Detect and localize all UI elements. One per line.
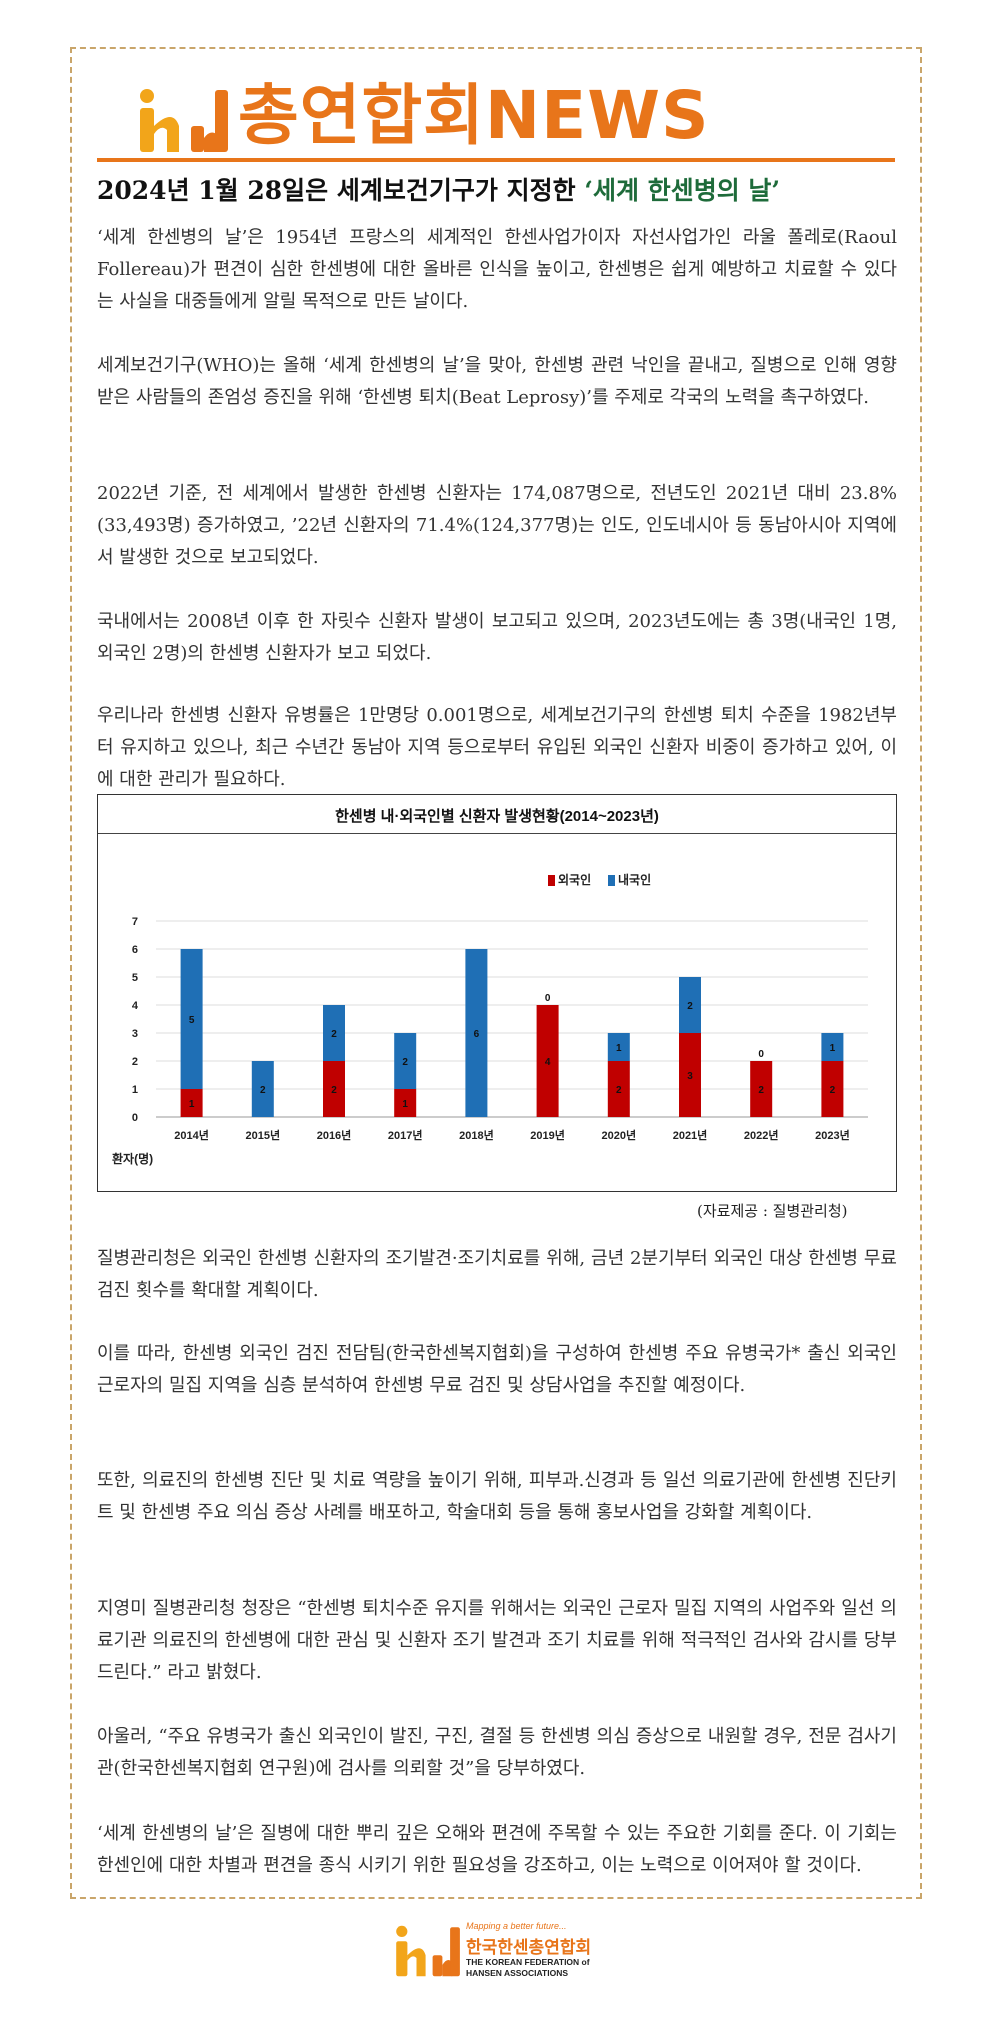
data-label: 0	[758, 1049, 764, 1060]
y-tick-label: 1	[132, 1084, 138, 1096]
y-axis-label: 환자(명)	[112, 1151, 153, 1166]
y-tick-label: 0	[132, 1112, 138, 1124]
paragraph-7: 이를 따라, 한센병 외국인 검진 전담팀(한국한센복지협회)을 구성하여 한센…	[97, 1343, 897, 1396]
bar-segment	[394, 1033, 417, 1089]
x-tick-label: 2015년	[246, 1128, 281, 1142]
paragraph-6: 질병관리청은 외국인 한센병 신환자의 조기발견·조기치료를 위해, 금년 2분…	[97, 1248, 897, 1301]
chart-title: 한센병 내·외국인별 신환자 발생현황(2014~2023년)	[335, 808, 659, 825]
data-label: 2	[687, 1001, 693, 1012]
y-tick-label: 2	[132, 1056, 138, 1068]
source-note: (자료제공 : 질병관리청)	[697, 1202, 848, 1220]
paragraph-2: 세계보건기구(WHO)는 올해 ‘세계 한센병의 날’을 맞아, 한센병 관련 …	[97, 355, 897, 408]
x-tick-label: 2016년	[317, 1128, 352, 1142]
hd-logo-icon	[396, 1925, 460, 1977]
bar-segment	[180, 949, 203, 1089]
x-tick-label: 2022년	[744, 1128, 779, 1142]
data-label: 1	[189, 1099, 195, 1110]
paragraph-8: 또한, 의료진의 한센병 진단 및 치료 역량을 높이기 위해, 피부과.신경과…	[97, 1470, 897, 1523]
bar-segment	[465, 949, 488, 1117]
legend-label: 내국인	[618, 872, 651, 887]
paragraph-3: 2022년 기준, 전 세계에서 발생한 한센병 신환자는 174,087명으로…	[97, 483, 897, 568]
x-tick-label: 2019년	[530, 1128, 565, 1142]
footer-org-english-1: THE KOREAN FEDERATION of	[466, 1957, 590, 1967]
chart-container: 한센병 내·외국인별 신환자 발생현황(2014~2023년) 0 1 2 3 4 5 6 7…	[97, 794, 897, 1192]
masthead-title: 총연합회NEWS	[238, 77, 710, 154]
chart-title-rule	[98, 833, 896, 834]
bar-segment	[607, 1061, 630, 1117]
paragraph-9: 지영미 질병관리청 청장은 “한센병 퇴치수준 유지를 위해서는 외국인 근로자…	[97, 1598, 897, 1683]
y-tick-label: 4	[132, 1000, 139, 1012]
data-label: 5	[189, 1015, 195, 1026]
x-tick-label: 2018년	[459, 1128, 494, 1142]
y-tick-label: 7	[132, 916, 138, 928]
x-tick-label: 2023년	[815, 1128, 850, 1142]
data-label: 2	[260, 1085, 266, 1096]
paragraph-11: ‘세계 한센병의 날’은 질병에 대한 뿌리 깊은 오해와 편견에 주목할 수 …	[97, 1823, 897, 1876]
x-tick-label: 2020년	[602, 1128, 637, 1142]
data-label: 2	[331, 1029, 337, 1040]
headline: 2024년 1월 28일은 세계보건기구가 지정한 ‘세계 한센병의 날’	[97, 172, 897, 210]
data-label: 6	[474, 1029, 480, 1040]
data-label: 2	[402, 1057, 408, 1068]
data-label: 0	[545, 993, 551, 1004]
data-label: 3	[687, 1071, 693, 1082]
data-label: 4	[545, 1057, 551, 1068]
data-label: 2	[758, 1085, 764, 1096]
bar-segment	[323, 1061, 345, 1117]
x-tick-label: 2021년	[673, 1128, 708, 1142]
y-tick-label: 5	[132, 972, 138, 984]
headline-prefix: 2024년 1월 28일은 세계보건기구가 지정한	[97, 176, 585, 205]
bar-segment	[679, 977, 701, 1033]
hd-logo-icon	[140, 89, 228, 152]
paragraph-4: 국내에서는 2008년 이후 한 자릿수 신환자 발생이 보고되고 있으며, 2…	[97, 611, 897, 664]
bar-segment	[607, 1033, 630, 1061]
masthead-rule	[97, 158, 895, 162]
x-tick-label: 2014년	[174, 1128, 209, 1142]
legend-swatch	[608, 875, 615, 886]
bar-segment	[251, 1061, 274, 1117]
data-label: 1	[616, 1043, 622, 1054]
y-tick-label: 3	[132, 1028, 138, 1040]
footer-tagline: Mapping a better future...	[466, 1921, 567, 1931]
x-tick-label: 2017년	[388, 1128, 423, 1142]
legend-label: 외국인	[558, 872, 591, 887]
stacked-bar-chart: 01234567외국인내국인152014년022015년222016년12201…	[112, 872, 868, 1166]
data-label: 2	[830, 1085, 836, 1096]
bar-segment	[180, 1089, 203, 1117]
headline-highlight: ‘세계 한센병의 날’	[584, 176, 781, 205]
data-label: 2	[616, 1085, 622, 1096]
bar-segment	[821, 1033, 844, 1061]
y-tick-label: 6	[132, 944, 138, 956]
bar-segment	[536, 1005, 559, 1117]
paragraph-5: 우리나라 한센병 신환자 유병률은 1만명당 0.001명으로, 세계보건기구의…	[97, 705, 897, 790]
footer-logo: Mapping a better future... 한국한센총연합회 THE …	[392, 1917, 607, 1983]
footer-org-korean: 한국한센총연합회	[466, 1938, 592, 1958]
data-label: 1	[830, 1043, 836, 1054]
article-frame	[70, 47, 922, 1899]
bar-segment	[821, 1061, 844, 1117]
bar-segment	[750, 1061, 773, 1117]
bar-segment	[679, 1033, 701, 1117]
paragraph-1: ‘세계 한센병의 날’은 1954년 프랑스의 세계적인 한센사업가이자 자선사…	[97, 227, 897, 312]
paragraph-10: 아울러, “주요 유병국가 출신 외국인이 발진, 구진, 결절 등 한센병 의…	[97, 1726, 897, 1779]
legend-swatch	[548, 875, 555, 886]
data-label: 2	[331, 1085, 337, 1096]
footer-org-english-2: HANSEN ASSOCIATIONS	[466, 1968, 569, 1978]
bar-segment	[394, 1089, 417, 1117]
data-label: 1	[402, 1099, 408, 1110]
bar-segment	[323, 1005, 345, 1061]
